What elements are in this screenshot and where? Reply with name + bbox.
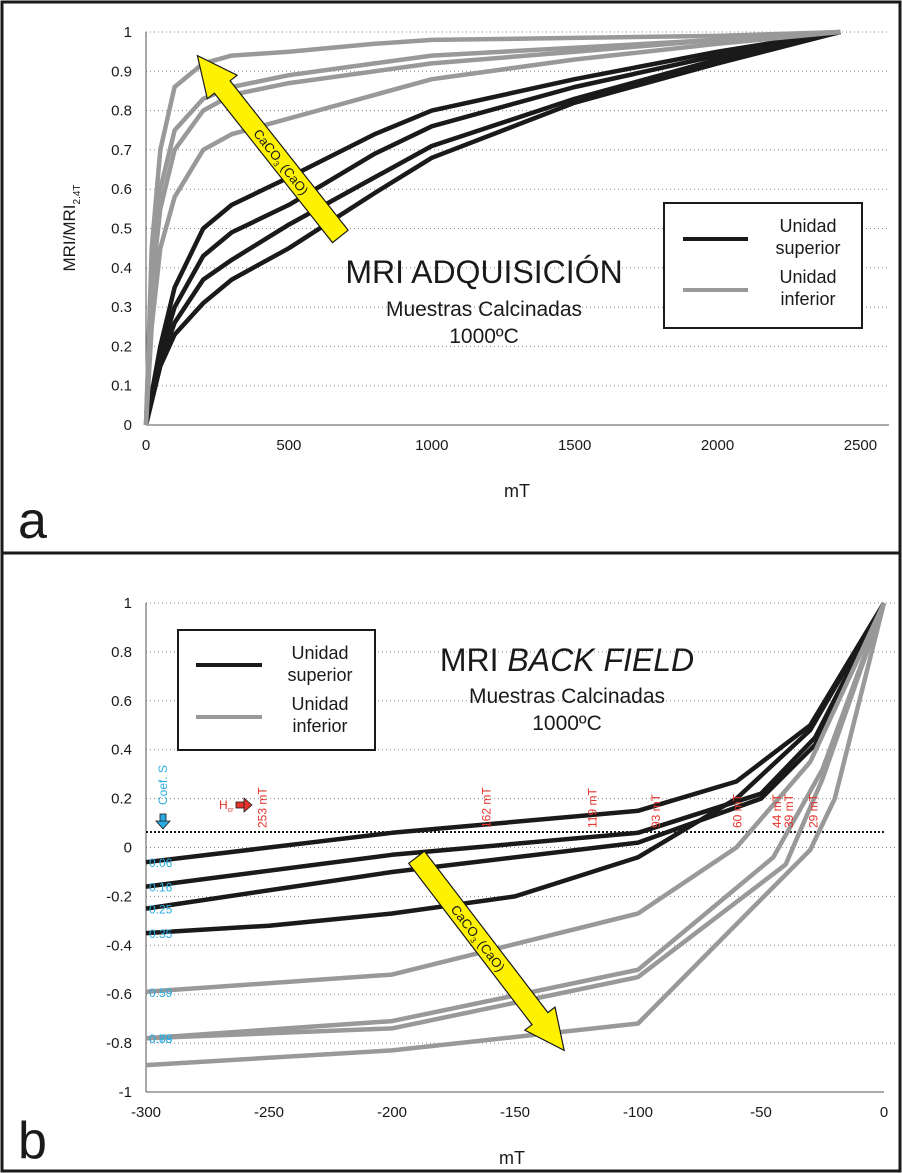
- chart-b-series: [145, 601, 887, 1068]
- hcr-value: 119 mT: [585, 788, 599, 828]
- y-tick-label: -0.4: [106, 937, 132, 954]
- x-tick-label: -300: [131, 1104, 161, 1121]
- x-tick-label: 2000: [701, 437, 734, 454]
- coef-s-value: 0.16: [149, 881, 173, 895]
- y-tick-label: 0.2: [111, 338, 132, 355]
- y-tick-label: 0.9: [111, 63, 132, 80]
- series-line-inferior-5: [145, 602, 887, 995]
- coef-s-down-arrow-icon: [155, 813, 171, 830]
- chart-a: 0 0.1 0.2 0.3 0.4 0.5 0.6 0.7 0.8 0.9 1 0 500 1000 15…: [18, 24, 889, 550]
- chart-b-subtitle-2: 1000ºC: [532, 712, 602, 735]
- series-line-inferior-6: [145, 602, 887, 1041]
- hcr-value: 93 mT: [649, 793, 663, 828]
- y-tick-label: 0.5: [111, 221, 132, 238]
- chart-a-ylabel: MRI/MRI2.4T: [60, 184, 83, 271]
- chart-a-x-tick-labels: 0 500 1000 1500 2000 2500: [142, 437, 877, 454]
- y-tick-label: 0: [124, 417, 132, 434]
- chart-b-legend-box: [177, 629, 376, 751]
- chart-a-series: [143, 29, 841, 426]
- coef-s-value: 0.89: [149, 1032, 173, 1046]
- coef-s-value: 0.35: [149, 927, 173, 941]
- hcr-label: Hcr: [219, 798, 234, 814]
- hcr-value: 162 mT: [480, 787, 494, 828]
- chart-b-legend: Unidad superior Unidad inferior: [177, 629, 376, 751]
- panel-a-letter: a: [18, 492, 47, 550]
- y-tick-label: 1: [124, 595, 132, 612]
- y-tick-label: -0.6: [106, 986, 132, 1003]
- y-tick-label: -0.8: [106, 1035, 132, 1052]
- chart-a-subtitle-2: 1000ºC: [449, 325, 519, 348]
- chart-a-legend-box: [663, 202, 863, 329]
- y-tick-label: 0.8: [111, 644, 132, 661]
- y-tick-label: 0.7: [111, 142, 132, 159]
- series-line-inferior-8: [145, 602, 887, 1068]
- coef-s-values: 0.06 0.16 0.25 0.35 0.59 0.780.89: [149, 856, 173, 1046]
- coef-s-value: 0.06: [149, 856, 173, 870]
- y-tick-label: 0.6: [111, 181, 132, 198]
- y-tick-label: 0.1: [111, 378, 132, 395]
- hcr-right-arrow-icon: [235, 797, 253, 813]
- coef-s-value: 0.25: [149, 903, 173, 917]
- hcr-value: 39 mT: [782, 793, 796, 828]
- y-tick-label: -0.2: [106, 888, 132, 905]
- x-tick-label: 1000: [415, 437, 448, 454]
- hcr-value: 60 mT: [730, 793, 744, 828]
- coef-s-label: Coef. S: [156, 765, 170, 805]
- chart-b-x-tick-labels: -300 -250 -200 -150 -100 -50 0: [131, 1104, 888, 1121]
- chart-b-subtitle-1: Muestras Calcinadas: [469, 685, 665, 708]
- series-line-inferior-5: [143, 29, 841, 426]
- series-line-superior-4: [143, 29, 841, 426]
- y-tick-label: 0.4: [111, 260, 132, 277]
- y-tick-label: 0.8: [111, 103, 132, 120]
- x-tick-label: -150: [500, 1104, 530, 1121]
- hcr-value: 29 mT: [807, 793, 821, 828]
- chart-a-y-tick-labels: 0 0.1 0.2 0.3 0.4 0.5 0.6 0.7 0.8 0.9 1: [111, 24, 132, 434]
- coef-s-value: 0.78: [149, 1032, 173, 1046]
- y-tick-label: 0: [124, 840, 132, 857]
- coef-s-value: 0.59: [149, 986, 173, 1000]
- series-line-superior-2: [143, 29, 841, 426]
- x-tick-label: 1500: [558, 437, 591, 454]
- yellow-arrow-icon: [407, 850, 566, 1052]
- hcr-value: 253 mT: [256, 787, 270, 828]
- chart-b-xlabel: mT: [499, 1148, 525, 1168]
- x-tick-label: 500: [276, 437, 301, 454]
- chart-a-legend: Unidad superior Unidad inferior: [663, 202, 863, 329]
- chart-b-title: MRI BACK FIELD: [440, 642, 694, 678]
- chart-b-legend-label-inferior: Unidad inferior: [291, 694, 348, 736]
- x-tick-label: -250: [254, 1104, 284, 1121]
- y-tick-label: 0.3: [111, 299, 132, 316]
- series-line-superior-3: [143, 29, 841, 426]
- chart-a-title: MRI ADQUISICIÓN: [345, 254, 622, 290]
- y-tick-label: -1: [119, 1084, 132, 1101]
- series-line-superior-2: [145, 601, 887, 889]
- x-tick-label: 0: [142, 437, 150, 454]
- hcr-value: 44 mT: [770, 793, 784, 828]
- y-tick-label: 0.4: [111, 742, 132, 759]
- y-tick-label: 1: [124, 24, 132, 41]
- chart-b-legend-label-superior: Unidad superior: [287, 643, 352, 685]
- x-tick-label: -200: [377, 1104, 407, 1121]
- x-tick-label: -50: [750, 1104, 772, 1121]
- chart-a-subtitle-1: Muestras Calcinadas: [386, 298, 582, 321]
- x-tick-label: 2500: [844, 437, 877, 454]
- chart-a-xlabel: mT: [504, 481, 530, 501]
- y-tick-label: 0.6: [111, 693, 132, 710]
- yellow-arrow-icon: [196, 54, 350, 244]
- series-line-inferior-6: [143, 29, 841, 426]
- chart-a-legend-label-superior: Unidad superior: [775, 216, 840, 258]
- x-tick-label: -100: [623, 1104, 653, 1121]
- series-line-inferior-7: [143, 29, 841, 426]
- chart-a-legend-label-inferior: Unidad inferior: [779, 267, 836, 309]
- y-tick-label: 0.2: [111, 791, 132, 808]
- series-line-inferior-7: [145, 602, 887, 1041]
- x-tick-label: 0: [880, 1104, 888, 1121]
- panel-b-letter: b: [18, 1112, 47, 1170]
- series-line-superior-4: [145, 601, 886, 936]
- chart-b-y-tick-labels: -1 -0.8 -0.6 -0.4 -0.2 0 0.2 0.4 0.6 0.8 1: [106, 595, 132, 1101]
